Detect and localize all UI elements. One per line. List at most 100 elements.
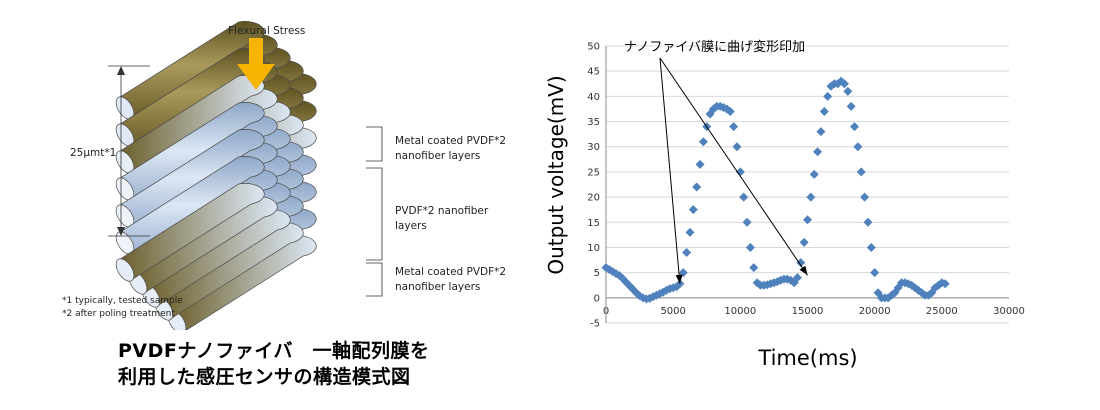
data-point	[789, 278, 799, 288]
data-point	[722, 104, 732, 114]
data-point	[678, 268, 688, 278]
data-point	[735, 167, 745, 177]
data-point	[755, 280, 765, 290]
annotation-arrows	[659, 57, 808, 284]
data-point	[658, 287, 668, 297]
data-point	[913, 285, 923, 295]
x-tick-label: 5000	[660, 306, 685, 317]
data-point	[923, 290, 933, 300]
data-point	[604, 265, 614, 275]
data-point	[846, 101, 856, 111]
data-point	[688, 205, 698, 215]
data-point	[940, 279, 950, 289]
data-point	[668, 283, 678, 293]
data-point	[826, 81, 836, 91]
data-point	[876, 293, 886, 303]
data-point	[705, 109, 715, 119]
data-point	[618, 274, 628, 284]
annotation-label: ナノファイバ膜に曲げ変形印加	[624, 39, 805, 55]
data-point	[856, 167, 866, 177]
data-point	[863, 217, 873, 227]
annotation-arrowhead	[675, 274, 683, 284]
data-point	[823, 91, 833, 101]
data-point	[611, 269, 621, 279]
stress-arrow-shaft	[249, 38, 263, 66]
y-tick-label: 20	[587, 193, 600, 204]
data-point	[866, 242, 876, 252]
data-point	[739, 192, 749, 202]
data-point	[776, 275, 786, 285]
data-point	[873, 288, 883, 298]
nanofiber	[115, 102, 265, 201]
data-point	[920, 290, 930, 300]
y-tick-label: 15	[587, 218, 600, 229]
diagram-caption: PVDFナノファイバ 一軸配列膜を 利用した感圧センサの構造模式図	[118, 338, 430, 390]
data-point	[631, 288, 641, 298]
layer-top-label-1: Metal coated PVDF*2	[395, 135, 506, 147]
data-point	[769, 278, 779, 288]
data-point	[672, 282, 682, 292]
data-point	[675, 279, 685, 289]
data-point	[661, 285, 671, 295]
footnote-1: *1 typically, tested sample	[62, 296, 183, 306]
x-tick-label: 30000	[993, 306, 1025, 317]
data-point	[665, 284, 675, 294]
layer-bot-label-2: nanofiber layers	[395, 281, 480, 293]
nanofiber	[115, 156, 265, 255]
data-point	[762, 280, 772, 290]
data-point	[786, 275, 796, 285]
data-point	[890, 288, 900, 298]
data-point	[655, 289, 665, 299]
data-point	[927, 288, 937, 298]
annotation-arrow	[659, 57, 808, 276]
layer-bot-label-1: Metal coated PVDF*2	[395, 266, 506, 278]
data-point	[645, 293, 655, 303]
data-point	[853, 142, 863, 152]
data-point	[725, 106, 735, 116]
data-point	[860, 192, 870, 202]
x-tick-label: 0	[603, 306, 609, 317]
x-axis-title: Time(ms)	[757, 346, 857, 370]
data-point	[685, 227, 695, 237]
data-point	[796, 258, 806, 268]
data-point	[638, 293, 648, 303]
data-point	[752, 278, 762, 288]
data-point	[870, 268, 880, 278]
data-point	[836, 76, 846, 86]
data-point	[907, 280, 917, 290]
caption-line-1: PVDFナノファイバ 一軸配列膜を	[118, 340, 430, 362]
data-point	[883, 293, 893, 303]
data-point	[608, 267, 618, 277]
y-tick-label: 45	[587, 67, 600, 78]
data-point	[792, 273, 802, 283]
y-tick-label: 50	[587, 42, 600, 53]
thickness-label: 25μmt*1	[70, 147, 116, 159]
y-tick-label: 35	[587, 117, 600, 128]
layer-mid-label-2: layers	[395, 220, 427, 232]
nanofiber	[115, 183, 265, 282]
data-point	[850, 122, 860, 132]
data-point	[702, 122, 712, 132]
data-point	[682, 247, 692, 257]
structure-diagram: Flexural Stress 25μmt*1 Metal coated PVD…	[62, 21, 506, 330]
data-point	[813, 147, 823, 157]
x-tick-label: 10000	[724, 306, 756, 317]
data-point	[819, 106, 829, 116]
footnote-2: *2 after poling treatment	[62, 309, 175, 319]
annotation-arrow	[659, 57, 681, 284]
stress-arrow-head	[237, 64, 275, 90]
data-point	[843, 86, 853, 96]
data-point	[809, 169, 819, 179]
data-point	[628, 284, 638, 294]
y-tick-label: -5	[590, 319, 600, 330]
data-point	[886, 290, 896, 300]
y-tick-label: 25	[587, 167, 600, 178]
x-tick-label: 25000	[926, 306, 958, 317]
data-point	[759, 280, 769, 290]
data-point	[625, 281, 635, 291]
data-point	[937, 278, 947, 288]
data-point	[729, 122, 739, 132]
data-series	[601, 76, 950, 304]
data-point	[782, 274, 792, 284]
data-point	[692, 182, 702, 192]
